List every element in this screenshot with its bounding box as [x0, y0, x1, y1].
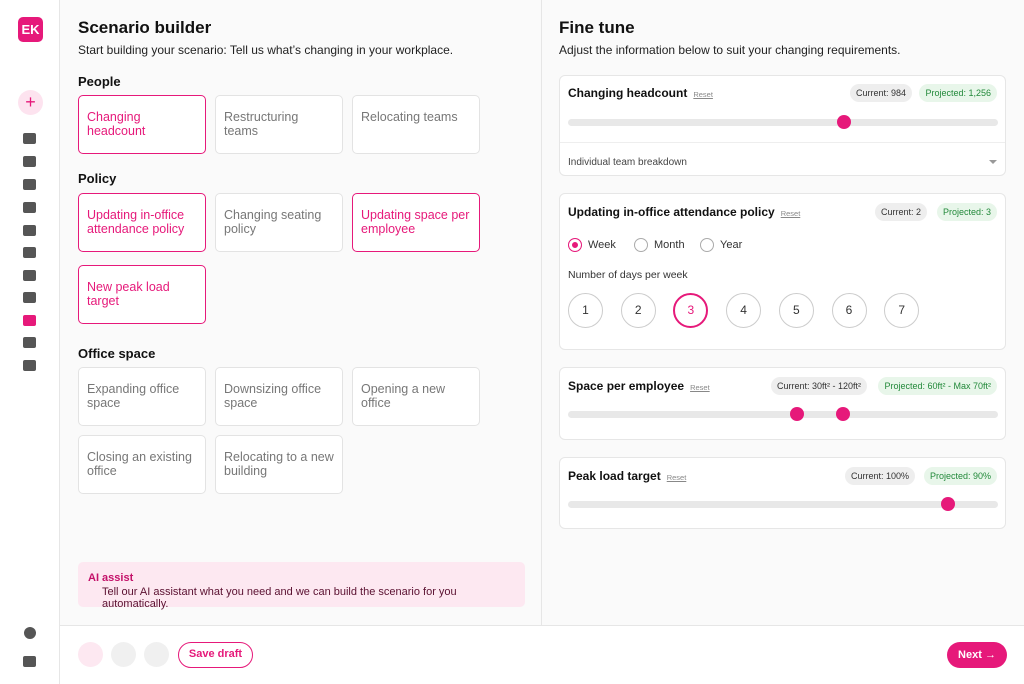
builder-title: Scenario builder — [78, 18, 212, 37]
fine-tune-title: Fine tune — [559, 18, 635, 37]
logo[interactable]: EK — [18, 17, 43, 42]
slider-thumb[interactable] — [941, 497, 955, 511]
scenario-option[interactable]: Relocating teams — [352, 95, 480, 154]
reset-link[interactable]: Reset — [666, 473, 687, 482]
next-button[interactable]: Next → — [947, 642, 1007, 668]
nav-icon[interactable] — [23, 202, 36, 213]
card-title: Changing headcount Reset — [568, 86, 713, 100]
ai-assist-title: AI assist — [88, 572, 134, 584]
projected-pill: Projected: 90% — [923, 467, 997, 485]
chat-button[interactable] — [111, 642, 136, 667]
day-option[interactable]: 6 — [831, 293, 867, 328]
nav-icon[interactable] — [23, 247, 36, 258]
scenario-option[interactable]: New peak load target — [78, 265, 206, 324]
section-heading: Office space — [78, 346, 156, 361]
reset-link[interactable]: Reset — [693, 90, 713, 99]
slider-thumb[interactable] — [836, 407, 850, 421]
ai-assist[interactable]: AI assist Tell our AI assistant what you… — [78, 562, 525, 610]
day-option[interactable]: 4 — [726, 293, 762, 328]
nav-icon[interactable] — [23, 270, 36, 281]
reset-link[interactable]: Reset — [690, 383, 710, 392]
current-pill: Current: 30ft² - 120ft² — [770, 377, 867, 395]
day-option[interactable]: 2 — [620, 293, 656, 328]
builder-subtitle: Start building your scenario: Tell us wh… — [78, 43, 454, 57]
scenario-option[interactable]: Restructuring teams — [215, 95, 343, 154]
scenario-option[interactable]: Updating space per employee — [352, 193, 480, 252]
help-icon[interactable] — [24, 627, 36, 639]
nav-icon[interactable] — [23, 156, 36, 167]
fine-tune-panel: Fine tune Adjust the information below t… — [542, 0, 1024, 625]
reset-link[interactable]: Reset — [780, 209, 801, 218]
space-card: Space per employee Reset Current: 30ft² -… — [559, 367, 1006, 440]
nav-icon[interactable] — [23, 179, 36, 190]
nav-icon[interactable] — [23, 225, 36, 236]
card-title: Updating in-office attendance policy Rese… — [568, 205, 800, 219]
current-pill: Current: 100% — [844, 467, 915, 485]
account-icon[interactable] — [23, 656, 36, 667]
day-option[interactable]: 7 — [884, 293, 920, 328]
caret — [989, 160, 997, 168]
fine-tune-subtitle: Adjust the information below to suit you… — [559, 43, 901, 57]
current-pill: Current: 984 — [849, 84, 912, 102]
divider — [560, 142, 1005, 143]
ai-button[interactable] — [78, 642, 103, 667]
card-title-text: Peak load target — [568, 469, 661, 483]
card-title-text: Space per employee — [568, 379, 685, 393]
scenario-option[interactable]: Changing headcount — [78, 95, 206, 154]
card-title: Peak load target Reset — [568, 469, 686, 483]
scenario-option[interactable]: Opening a new office — [352, 367, 480, 426]
projected-pill: Projected: 3 — [936, 203, 997, 221]
nav-icon-active[interactable] — [23, 315, 36, 326]
section-heading: Policy — [78, 171, 117, 186]
scenario-option[interactable]: Updating in-office attendance policy — [78, 193, 206, 252]
send-button[interactable] — [144, 642, 169, 667]
scenario-option[interactable]: Changing seating policy — [215, 193, 343, 252]
nav-icon[interactable] — [23, 292, 36, 303]
period-radio[interactable]: Year — [700, 238, 742, 252]
section-heading: People — [78, 74, 121, 89]
projected-pill: Projected: 60ft² - Max 70ft² — [878, 377, 997, 395]
slider[interactable] — [568, 497, 998, 511]
card-title-text: Updating in-office attendance policy — [568, 205, 775, 219]
day-option[interactable]: 1 — [568, 293, 603, 328]
day-option[interactable]: 3 — [673, 293, 709, 328]
day-option[interactable]: 5 — [778, 293, 814, 328]
days-label: Number of days per week — [568, 269, 688, 281]
range-slider[interactable] — [568, 407, 998, 421]
peak-card: Peak load target Reset Current: 100% Proj… — [559, 457, 1006, 529]
projected-pill: Projected: 1,256 — [919, 84, 997, 102]
scenario-option[interactable]: Expanding office space — [78, 367, 206, 426]
ai-assist-text: Tell our AI assistant what you need and … — [102, 586, 457, 610]
builder-panel: Scenario builder Start building your sce… — [60, 0, 542, 625]
nav-icon[interactable] — [23, 360, 36, 371]
nav-icon[interactable] — [23, 133, 36, 144]
current-pill: Current: 2 — [874, 203, 927, 221]
headcount-card: Changing headcount Reset Current: 984 Pro… — [559, 75, 1006, 176]
footer: Save draft Next → — [60, 625, 1024, 684]
card-title: Space per employee Reset — [568, 379, 710, 393]
sidebar: EK + — [0, 0, 60, 684]
scenario-option[interactable]: Relocating to a new building — [215, 435, 343, 494]
scenario-option[interactable]: Closing an existing office — [78, 435, 206, 494]
scenario-option[interactable]: Downsizing office space — [215, 367, 343, 426]
save-draft-button[interactable]: Save draft — [178, 642, 253, 668]
slider[interactable] — [568, 115, 998, 129]
breakdown-toggle[interactable]: Individual team breakdown — [568, 157, 687, 168]
card-title-text: Changing headcount — [568, 86, 688, 100]
period-radio[interactable]: Week — [568, 238, 616, 252]
nav-icon[interactable] — [23, 337, 36, 348]
period-radio[interactable]: Month — [634, 238, 685, 252]
attendance-card: Updating in-office attendance policy Rese… — [559, 193, 1006, 350]
slider-thumb[interactable] — [790, 407, 804, 421]
slider-thumb[interactable] — [837, 115, 851, 129]
add-button[interactable]: + — [18, 90, 43, 115]
